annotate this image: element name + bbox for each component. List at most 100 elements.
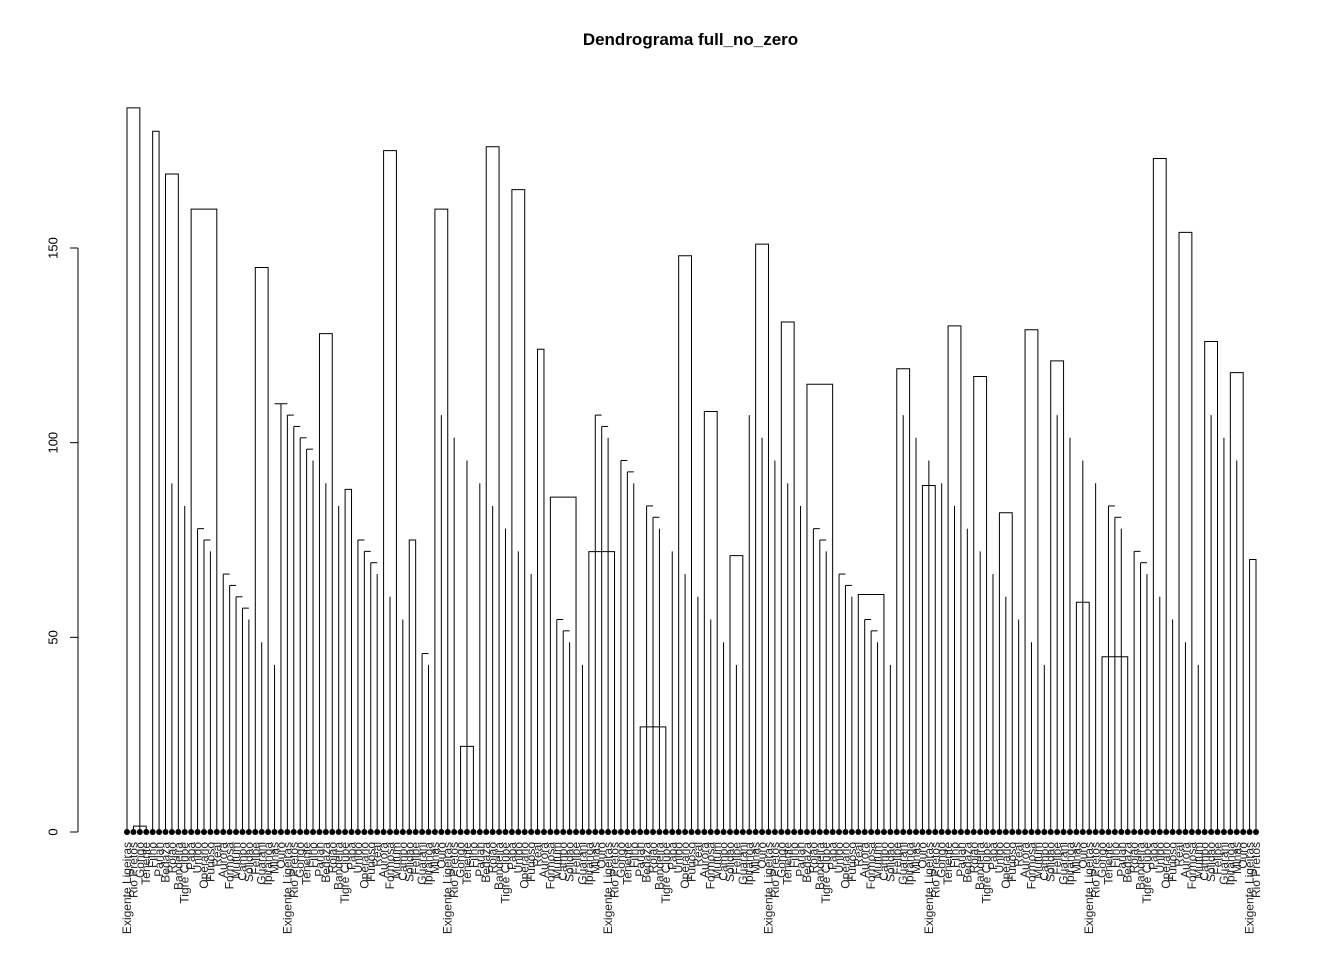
leaf-label: Minas (428, 842, 442, 874)
leaf-point (124, 829, 130, 835)
leaf-point (989, 829, 996, 835)
leaf-label: Guarani (896, 842, 910, 885)
leaf-label: Filho (627, 842, 641, 868)
leaf-point (316, 829, 323, 835)
leaf-label: Ouro (915, 842, 929, 869)
leaf-label: Furioso (845, 842, 859, 882)
leaf-label: Real (851, 842, 865, 867)
leaf-label: Mutum (389, 842, 403, 879)
leaf-point (836, 829, 843, 835)
dendrogram-link (703, 411, 718, 832)
leaf-label: Mutum (1191, 842, 1205, 879)
leaf-point (553, 829, 560, 835)
dendrogram-link (318, 333, 333, 832)
leaf-point (387, 829, 394, 835)
leaf-label: Furioso (524, 842, 538, 882)
leaf-label: Ipiranga (421, 842, 435, 886)
leaf-label: Ipiranga (1063, 842, 1077, 886)
leaf-label: Campo (556, 842, 570, 881)
leaf-point (489, 829, 496, 835)
leaf-point (592, 829, 599, 835)
leaf-label: Felipe (1211, 842, 1225, 875)
dendrogram-link (511, 189, 526, 832)
leaf-label: Bandeira (973, 842, 987, 890)
leaf-label: Real (370, 842, 384, 867)
leaf-point (861, 829, 868, 835)
leaf-point (200, 829, 207, 835)
leaf-point (1163, 829, 1170, 835)
leaf-label: Tigre Clube (178, 842, 192, 904)
dendrogram-link (857, 594, 885, 832)
leaf-label: Formosa (223, 842, 237, 890)
leaf-point (752, 829, 759, 835)
leaf-label: Papa (505, 842, 519, 870)
leaf-label: Furioso (364, 842, 378, 882)
leaf-label: Campo (235, 842, 249, 881)
leaf-point (945, 829, 952, 835)
leaf-point (1015, 829, 1022, 835)
leaf-label: Bedaza (960, 842, 974, 883)
leaf-point (746, 829, 753, 835)
leaf-point (643, 829, 650, 835)
leaf-label: Real (210, 842, 224, 867)
leaf-label: Tigre Clube (659, 842, 673, 904)
leaf-label: Bedaza (640, 842, 654, 883)
leaf-point (1182, 829, 1189, 835)
dendrogram-link (973, 375, 988, 832)
leaf-label: Exigente Ligeiras (120, 842, 134, 934)
leaf-label: Rojao (325, 842, 339, 874)
leaf-label: Real (691, 842, 705, 867)
leaf-label: Mutum (550, 842, 564, 879)
leaf-label: Campo (1198, 842, 1212, 881)
leaf-label: Ouro (595, 842, 609, 869)
leaf-point (483, 829, 490, 835)
leaf-point (726, 829, 733, 835)
dendrogram-link (549, 496, 577, 832)
leaf-label: Minas (909, 842, 923, 874)
leaf-point (444, 829, 451, 835)
leaf-label: Unido (511, 842, 525, 874)
dendrogram-link (1178, 231, 1193, 832)
dendrogram-link (537, 348, 545, 832)
leaf-label: Gongo (935, 842, 949, 878)
leaf-label: Felipe (248, 842, 262, 875)
leaf-label: Unido (832, 842, 846, 874)
dendrogram-link (126, 107, 141, 832)
dendrogram-link (383, 150, 397, 832)
leaf-label: Ouro (434, 842, 448, 869)
leaf-point (675, 829, 682, 835)
leaf-point (669, 829, 676, 835)
leaf-point (701, 829, 708, 835)
leaf-point (252, 829, 259, 835)
leaf-point (1124, 829, 1131, 835)
dendrogram-link (152, 130, 160, 832)
leaf-label: Operario (1159, 842, 1173, 889)
leaf-label: Felipe (569, 842, 583, 875)
leaf-point (733, 829, 740, 835)
leaf-point (284, 829, 291, 835)
leaf-point (624, 829, 631, 835)
leaf-label: Solidao (883, 842, 897, 882)
chart-title: Dendrograma full_no_zero (582, 30, 799, 49)
leaf-label: Bandeira (332, 842, 346, 890)
leaf-point (919, 829, 926, 835)
leaf-label: Ouro (1236, 842, 1250, 869)
leaf-point (887, 829, 894, 835)
leaf-point (547, 829, 554, 835)
leaf-label: Bandeira (813, 842, 827, 890)
leaf-point (771, 829, 778, 835)
leaf-label: Felipe (890, 842, 904, 875)
leaf-point (329, 829, 336, 835)
leaf-point (1156, 829, 1163, 835)
leaf-label: Rio Pretos (608, 842, 622, 898)
leaf-label: Formosa (383, 842, 397, 890)
leaf-label: Mutum (229, 842, 243, 879)
leaf-label: Rojao (1127, 842, 1141, 874)
leaf-point (925, 829, 932, 835)
leaf-point (310, 829, 317, 835)
leaf-label: Campo (717, 842, 731, 881)
leaf-point (425, 829, 432, 835)
leaf-point (156, 829, 163, 835)
leaf-label: Unido (1153, 842, 1167, 874)
